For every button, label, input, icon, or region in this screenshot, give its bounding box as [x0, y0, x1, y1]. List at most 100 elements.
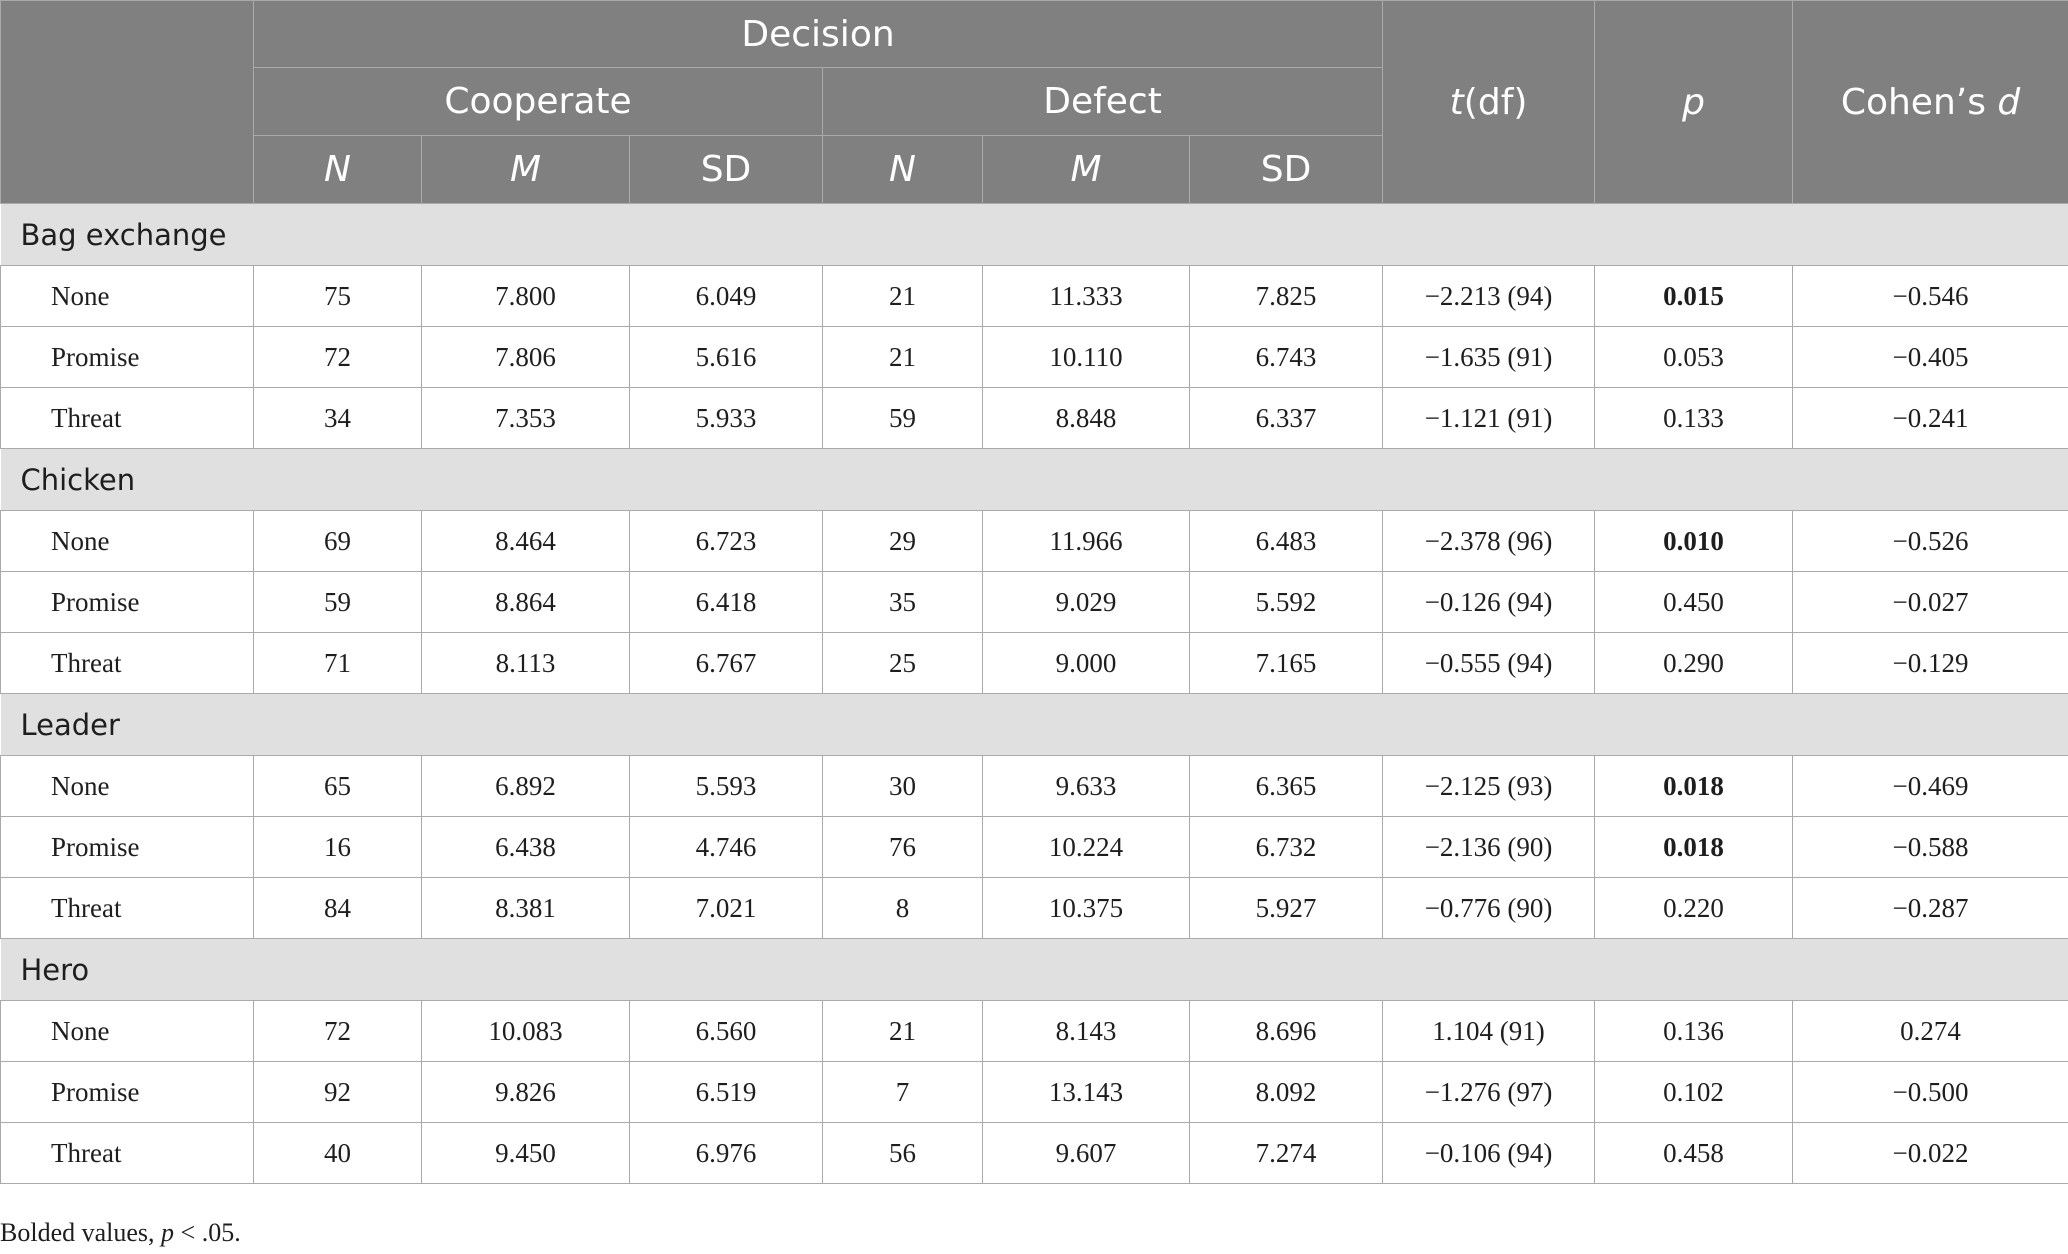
- cell-def-m: 11.333: [982, 265, 1190, 327]
- cell-t-df: 1.104 (91): [1382, 1000, 1596, 1062]
- cell-cohens-d: −0.405: [1792, 326, 2068, 388]
- cell-coop-sd: 6.767: [629, 632, 823, 694]
- cell-t-df: −0.106 (94): [1382, 1122, 1596, 1184]
- footnote-prefix: Bolded values,: [0, 1218, 162, 1247]
- cell-coop-n: 84: [253, 877, 422, 939]
- cell-coop-m: 8.381: [421, 877, 630, 939]
- cell-coop-m: 8.113: [421, 632, 630, 694]
- row-label: Promise: [0, 816, 254, 878]
- header-def-n: N: [822, 135, 983, 204]
- cell-def-n: 21: [822, 1000, 983, 1062]
- header-def-m: M: [982, 135, 1190, 204]
- row-label: Threat: [0, 632, 254, 694]
- header-t-rest: (df): [1463, 81, 1528, 123]
- row-label: Threat: [0, 387, 254, 449]
- cell-def-sd: 6.365: [1188, 755, 1384, 817]
- cell-coop-m: 7.800: [421, 265, 630, 327]
- header-def-m-text: M: [1070, 149, 1102, 190]
- cell-p-value: 0.136: [1594, 1000, 1794, 1062]
- cell-def-m: 8.143: [982, 1000, 1190, 1062]
- cell-def-n: 76: [822, 816, 983, 878]
- cell-def-m: 9.029: [982, 571, 1190, 633]
- cell-t-df: −2.125 (93): [1382, 755, 1596, 817]
- cell-coop-m: 9.826: [421, 1061, 630, 1123]
- cell-coop-sd: 6.519: [629, 1061, 823, 1123]
- header-coop-sd: SD: [629, 135, 823, 204]
- cell-def-n: 25: [822, 632, 983, 694]
- cell-def-n: 35: [822, 571, 983, 633]
- cell-def-n: 21: [822, 265, 983, 327]
- cell-p-value: 0.220: [1594, 877, 1794, 939]
- cell-p-value: 0.450: [1594, 571, 1794, 633]
- group-label: Hero: [0, 938, 2068, 1001]
- row-label: None: [0, 510, 254, 572]
- cell-p-value: 0.018: [1594, 816, 1794, 878]
- cell-coop-n: 34: [253, 387, 422, 449]
- cell-t-df: −1.635 (91): [1382, 326, 1596, 388]
- cell-def-n: 29: [822, 510, 983, 572]
- cell-t-df: −0.776 (90): [1382, 877, 1596, 939]
- table-row: Promise 72 7.806 5.616 21 10.110 6.743 −1.635 (…: [0, 326, 2068, 388]
- group-label: Bag exchange: [0, 203, 2068, 266]
- header-def-n-text: N: [889, 149, 916, 190]
- cell-def-sd: 6.732: [1188, 816, 1384, 878]
- cell-t-df: −2.213 (94): [1382, 265, 1596, 327]
- cell-t-df: −0.126 (94): [1382, 571, 1596, 633]
- cell-coop-n: 59: [253, 571, 422, 633]
- header-cooperate: Cooperate: [253, 67, 823, 136]
- results-table-container: Decision t(df) p Cohen’s d Cooperate Def…: [0, 0, 2068, 1184]
- cell-p-value: 0.102: [1594, 1061, 1794, 1123]
- group-label: Chicken: [0, 448, 2068, 511]
- cell-coop-m: 9.450: [421, 1122, 630, 1184]
- cell-coop-m: 10.083: [421, 1000, 630, 1062]
- cell-def-sd: 8.696: [1188, 1000, 1384, 1062]
- cell-def-sd: 6.743: [1188, 326, 1384, 388]
- cell-coop-sd: 6.418: [629, 571, 823, 633]
- cell-cohens-d: −0.027: [1792, 571, 2068, 633]
- row-label: Promise: [0, 1061, 254, 1123]
- cell-coop-m: 6.438: [421, 816, 630, 878]
- cell-cohens-d: 0.274: [1792, 1000, 2068, 1062]
- cell-coop-sd: 7.021: [629, 877, 823, 939]
- header-decision: Decision: [252, 0, 1384, 68]
- table-body: Bag exchange None 75 7.800 6.049 21 11.333 7.82…: [0, 203, 2068, 1184]
- table-row: Threat 40 9.450 6.976 56 9.607 7.274 −0.106 (94…: [0, 1122, 2068, 1184]
- cell-cohens-d: −0.129: [1792, 632, 2068, 694]
- cell-coop-n: 72: [253, 326, 422, 388]
- table-row: Promise 59 8.864 6.418 35 9.029 5.592 −0.126 (9…: [0, 571, 2068, 633]
- table-row: Threat 71 8.113 6.767 25 9.000 7.165 −0.555 (94…: [0, 632, 2068, 694]
- cell-coop-n: 40: [253, 1122, 422, 1184]
- results-table: Decision t(df) p Cohen’s d Cooperate Def…: [0, 0, 2068, 1184]
- row-label: None: [0, 755, 254, 817]
- cell-def-n: 59: [822, 387, 983, 449]
- header-cohens-prefix: Cohen’s: [1840, 81, 1998, 123]
- cell-p-value: 0.133: [1594, 387, 1794, 449]
- cell-coop-n: 16: [253, 816, 422, 878]
- row-label: Promise: [0, 326, 254, 388]
- header-coop-m: M: [421, 135, 630, 204]
- cell-p-value: 0.015: [1594, 265, 1794, 327]
- table-header: Decision t(df) p Cohen’s d Cooperate Def…: [0, 0, 2068, 204]
- cell-def-sd: 7.165: [1188, 632, 1384, 694]
- cell-coop-n: 92: [253, 1061, 422, 1123]
- cell-cohens-d: −0.546: [1792, 265, 2068, 327]
- cell-def-n: 30: [822, 755, 983, 817]
- cell-coop-n: 69: [253, 510, 422, 572]
- table-row: None 72 10.083 6.560 21 8.143 8.696 1.104 (91) 0…: [0, 1000, 2068, 1062]
- cell-cohens-d: −0.500: [1792, 1061, 2068, 1123]
- header-t-df: t(df): [1382, 0, 1596, 204]
- table-footnote: Bolded values, p < .05.: [0, 1218, 241, 1248]
- header-p: p: [1594, 0, 1794, 204]
- header-coop-n: N: [253, 135, 422, 204]
- cell-coop-m: 8.464: [421, 510, 630, 572]
- cell-def-m: 10.110: [982, 326, 1190, 388]
- table-row: Promise 92 9.826 6.519 7 13.143 8.092 −1.276 (9…: [0, 1061, 2068, 1123]
- cell-t-df: −1.276 (97): [1382, 1061, 1596, 1123]
- cell-def-n: 7: [822, 1061, 983, 1123]
- group-row: Bag exchange: [0, 203, 2068, 266]
- cell-coop-sd: 5.593: [629, 755, 823, 817]
- header-defect: Defect: [821, 67, 1384, 136]
- cell-def-sd: 5.592: [1188, 571, 1384, 633]
- cell-coop-sd: 4.746: [629, 816, 823, 878]
- cell-def-n: 21: [822, 326, 983, 388]
